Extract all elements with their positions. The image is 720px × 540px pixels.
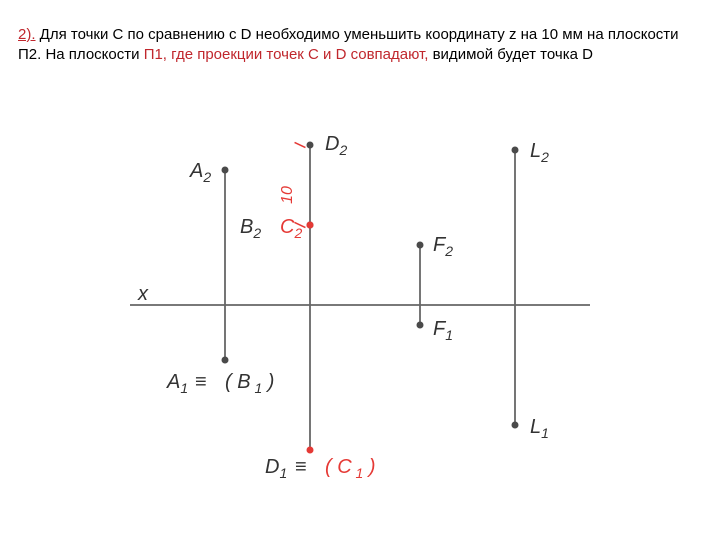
paren-label-D1C1: ( C 1 ) <box>325 456 376 481</box>
caption-lead: 2). <box>18 26 36 43</box>
point-A1B1 <box>222 357 229 364</box>
label-L2: L2 <box>530 140 549 165</box>
dim-tick-top <box>295 142 306 147</box>
paren-label-A1B1: ( B 1 ) <box>225 371 274 396</box>
label-F2: F2 <box>433 234 453 259</box>
point-C2 <box>307 222 314 229</box>
label-D1C1: D1 <box>265 456 287 481</box>
label-D2: D2 <box>325 133 347 158</box>
label-A1B1: A1 <box>166 371 188 396</box>
diagram-svg: x 10 A2 A1 ≡ ( B 1 ) D2 B2 C2 D1 ≡ ( C 1 ) F2 F1 L2 L1 <box>130 125 590 505</box>
x-axis-label: x <box>137 283 149 305</box>
point-F2 <box>417 242 424 249</box>
label-L1: L1 <box>530 416 549 441</box>
point-D1C1 <box>307 447 314 454</box>
caption-after: видимой будет точка D <box>428 46 593 63</box>
ident-A1B1: ≡ <box>195 371 207 393</box>
dimension-label: 10 <box>279 186 296 204</box>
label-A2: A2 <box>189 160 211 185</box>
caption-text: 2). Для точки С по сравнению с D необход… <box>18 25 702 66</box>
caption-highlight: П1, где проекции точек С и D совпадают, <box>144 46 429 63</box>
projection-diagram: x 10 A2 A1 ≡ ( B 1 ) D2 B2 C2 D1 ≡ ( C 1 ) F2 F1 L2 L1 <box>130 125 590 505</box>
point-L2 <box>512 147 519 154</box>
label-F1: F1 <box>433 318 453 343</box>
point-D2 <box>307 142 314 149</box>
point-A2 <box>222 167 229 174</box>
point-L1 <box>512 422 519 429</box>
label-C2: C2 <box>280 216 302 241</box>
point-F1 <box>417 322 424 329</box>
label-B2: B2 <box>240 216 261 241</box>
ident-D1C1: ≡ <box>295 456 307 478</box>
